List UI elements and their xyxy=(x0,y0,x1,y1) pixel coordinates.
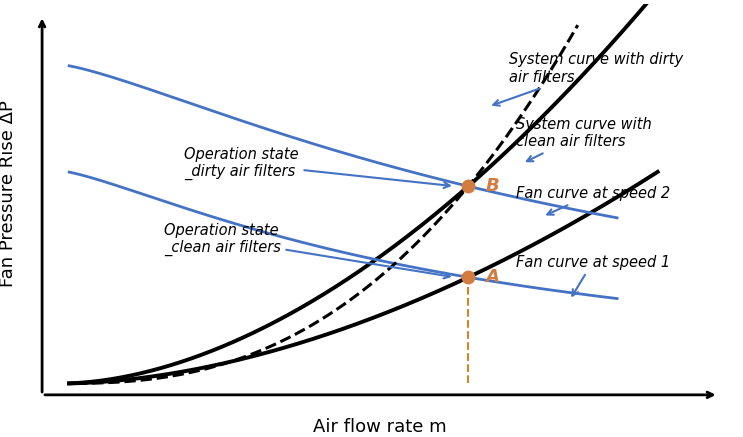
Text: System curve with
clean air filters: System curve with clean air filters xyxy=(516,117,652,161)
Text: Fan Pressure Rise ΔP: Fan Pressure Rise ΔP xyxy=(0,101,17,287)
Text: Air flow rate m: Air flow rate m xyxy=(314,418,447,436)
Text: Operation state
_clean air filters: Operation state _clean air filters xyxy=(164,222,450,278)
Text: System curve with dirty
air filters: System curve with dirty air filters xyxy=(493,52,683,106)
Text: Fan curve at speed 1: Fan curve at speed 1 xyxy=(516,255,669,296)
Text: B: B xyxy=(485,177,499,195)
Text: Operation state
_dirty air filters: Operation state _dirty air filters xyxy=(184,147,450,188)
Text: Fan curve at speed 2: Fan curve at speed 2 xyxy=(516,186,669,215)
Text: A: A xyxy=(485,268,499,286)
